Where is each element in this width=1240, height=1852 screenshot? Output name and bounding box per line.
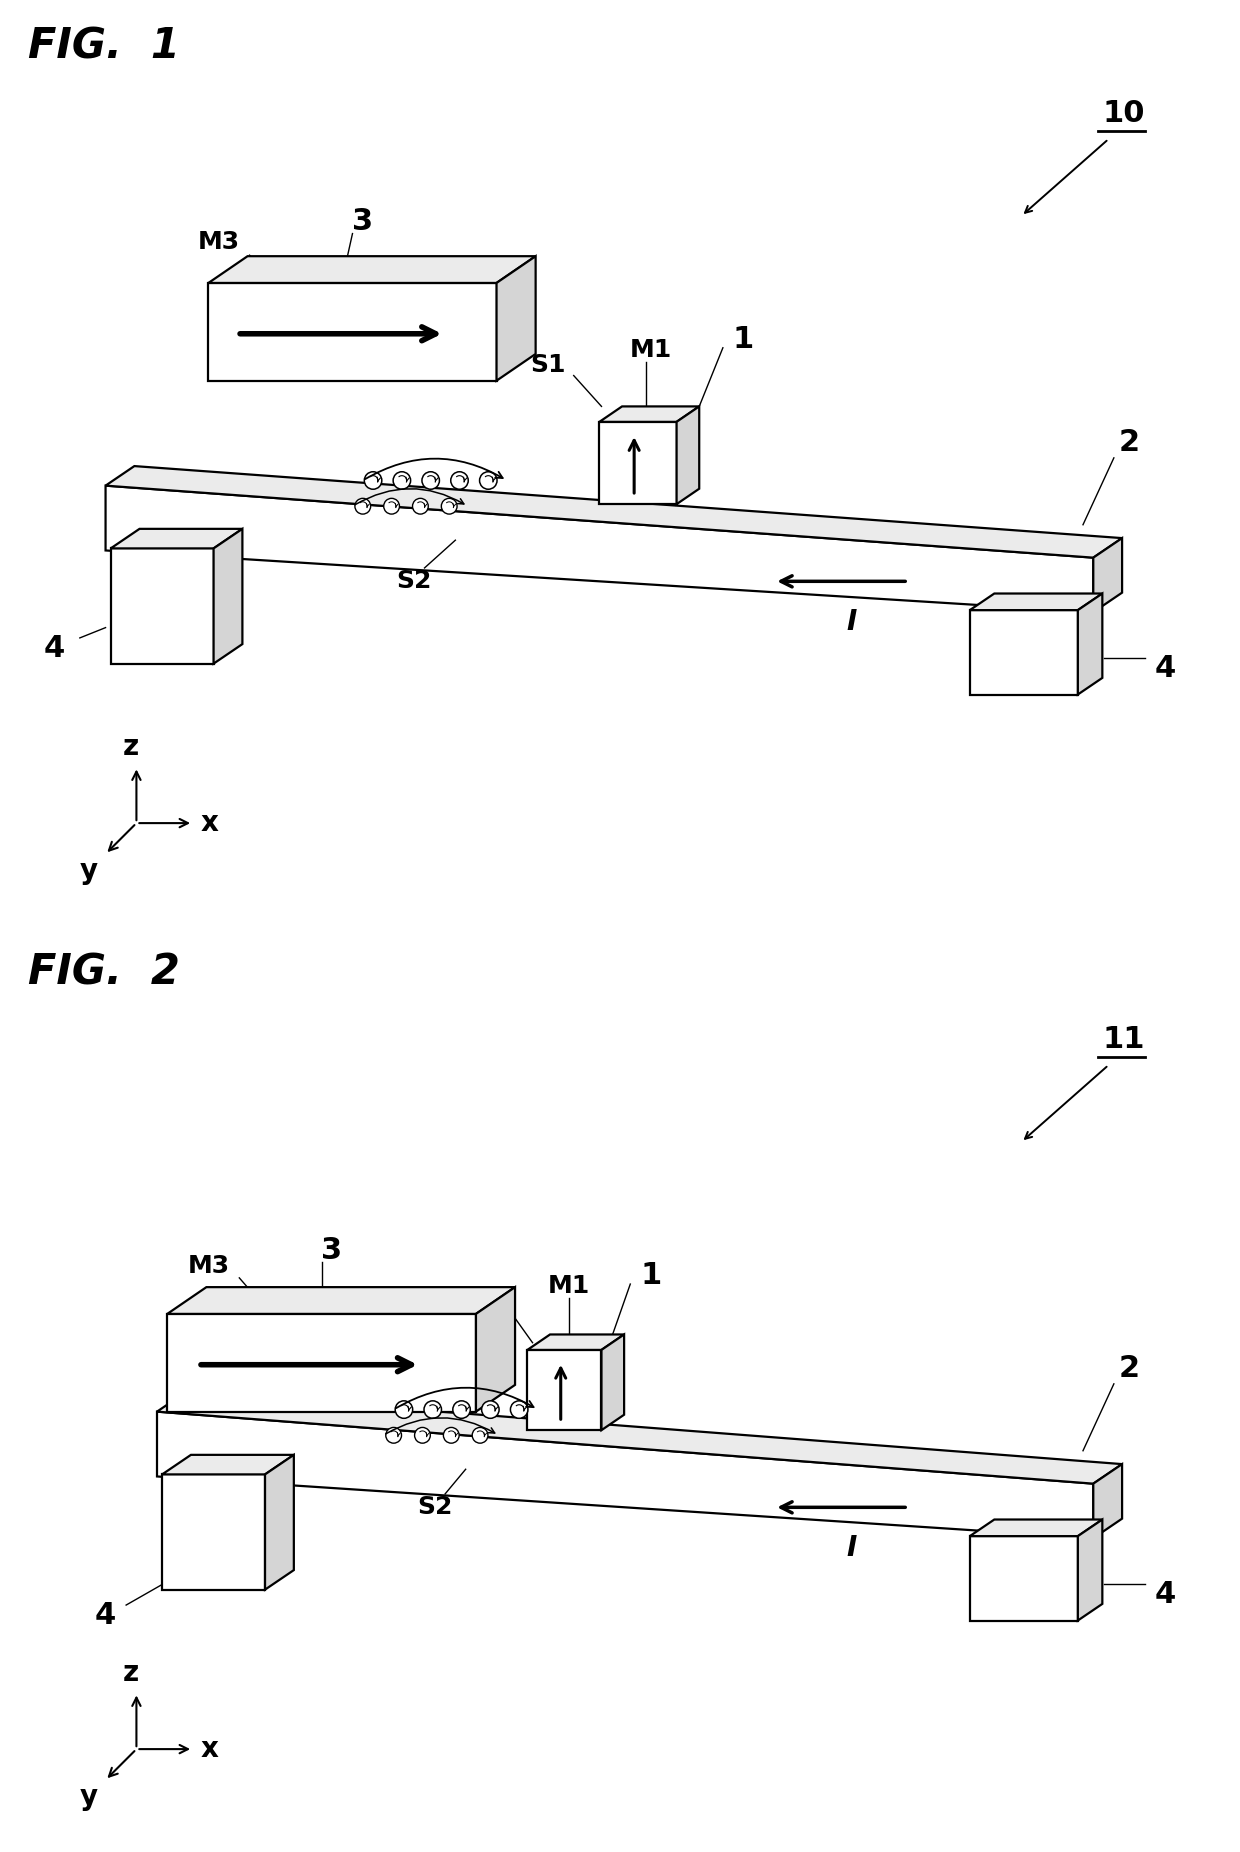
Circle shape [424,1400,441,1419]
Circle shape [441,498,458,515]
Text: z: z [123,1659,139,1687]
Text: z: z [123,733,139,761]
Text: S2: S2 [417,1495,453,1519]
Polygon shape [167,1313,476,1411]
Text: 3: 3 [321,1235,342,1265]
Text: 3: 3 [352,207,373,235]
Circle shape [481,1400,500,1419]
Polygon shape [1078,593,1102,694]
Polygon shape [1078,1519,1102,1620]
Text: 2: 2 [1118,428,1140,457]
Circle shape [386,1428,402,1443]
Text: 4: 4 [1154,654,1176,683]
Text: M3: M3 [187,1254,229,1278]
Polygon shape [208,283,496,382]
Text: M3: M3 [197,230,239,254]
Circle shape [355,498,371,515]
Circle shape [444,1428,459,1443]
Circle shape [422,472,439,489]
Text: x: x [200,1735,218,1763]
Circle shape [451,472,469,489]
Polygon shape [527,1350,601,1430]
Circle shape [396,1400,413,1419]
Circle shape [413,498,428,515]
Polygon shape [162,1474,265,1589]
Circle shape [365,472,382,489]
Text: 4: 4 [1154,1580,1176,1609]
Polygon shape [265,1456,294,1589]
Polygon shape [599,406,699,422]
Text: M1: M1 [630,337,672,361]
Polygon shape [213,530,242,663]
Circle shape [480,472,497,489]
Polygon shape [1094,1465,1122,1539]
Circle shape [383,498,399,515]
Polygon shape [599,422,677,504]
Text: 4: 4 [95,1600,117,1630]
Polygon shape [970,593,1102,609]
Polygon shape [970,1519,1102,1535]
Polygon shape [157,1393,1122,1483]
Text: FIG.  2: FIG. 2 [29,952,180,995]
Text: I: I [847,609,857,637]
Polygon shape [970,609,1078,694]
Text: 11: 11 [1102,1024,1146,1054]
Polygon shape [970,1535,1078,1620]
Polygon shape [162,1456,294,1474]
Text: 1: 1 [733,326,754,354]
Polygon shape [110,548,213,663]
Polygon shape [601,1335,624,1430]
Polygon shape [157,1411,1094,1539]
Text: S1: S1 [531,354,565,378]
Polygon shape [677,406,699,504]
Polygon shape [105,485,1094,613]
Polygon shape [527,1335,624,1350]
Polygon shape [208,256,536,283]
Text: S1: S1 [469,1289,503,1313]
Text: M1: M1 [547,1274,590,1298]
Circle shape [472,1428,489,1443]
Text: 4: 4 [43,633,64,663]
Polygon shape [105,467,1122,557]
Polygon shape [476,1287,515,1411]
Polygon shape [167,1287,515,1313]
Polygon shape [110,530,242,548]
Text: 1: 1 [640,1261,661,1291]
Polygon shape [496,256,536,382]
Polygon shape [1094,539,1122,613]
Text: I: I [847,1535,857,1563]
Circle shape [393,472,410,489]
Text: S2: S2 [397,569,432,593]
Circle shape [511,1400,528,1419]
Text: 10: 10 [1102,98,1146,128]
Text: y: y [79,857,97,885]
Circle shape [453,1400,470,1419]
Text: FIG.  1: FIG. 1 [29,26,180,69]
Text: x: x [200,809,218,837]
Text: y: y [79,1783,97,1811]
Circle shape [414,1428,430,1443]
Text: 2: 2 [1118,1354,1140,1383]
